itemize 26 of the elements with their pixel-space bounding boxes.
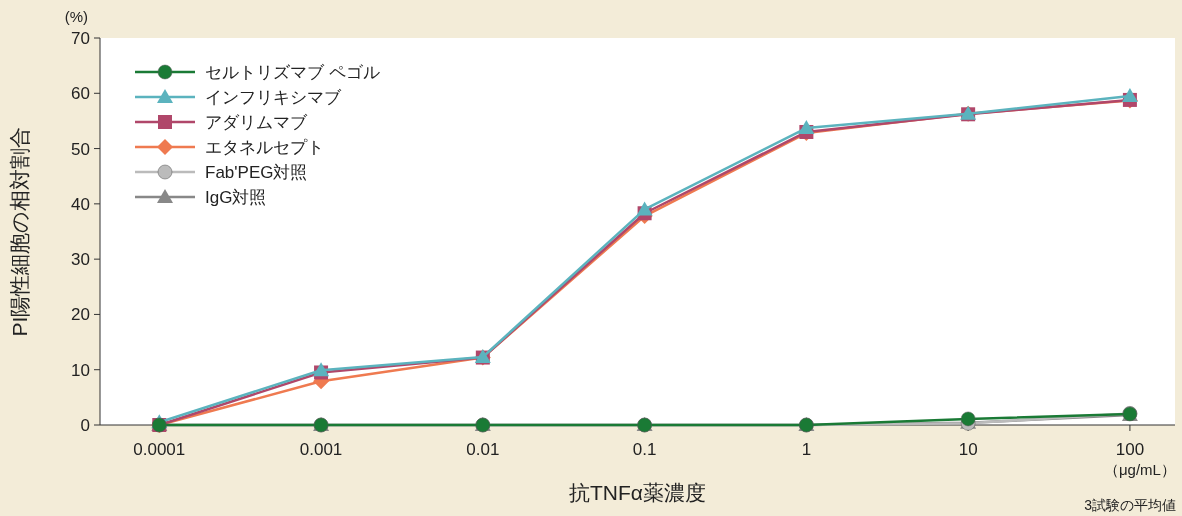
legend-label: アダリムマブ (205, 113, 308, 132)
legend-label: インフリキシマブ (205, 88, 342, 107)
x-tick-label: 0.1 (632, 440, 657, 459)
y-tick-label: 0 (80, 416, 90, 435)
y-tick-label: 60 (71, 84, 90, 104)
y-axis-title: PI陽性細胞の相対割合 (8, 126, 31, 337)
text: （μg/mL） (1103, 461, 1176, 478)
x-axis-title: 抗TNFα薬濃度 (569, 481, 706, 504)
y-tick-label: 30 (71, 250, 90, 270)
legend-label: セルトリズマブ ペゴル (205, 63, 380, 82)
text: 3試験の平均値 (1084, 497, 1176, 513)
legend-label: Fab'PEG対照 (205, 163, 308, 182)
y-tick-label: 40 (71, 194, 90, 214)
x-tick-label: 0.001 (299, 440, 343, 459)
text: (%) (64, 8, 88, 25)
x-tick-label: 1 (801, 440, 812, 459)
x-tick-label: 10 (958, 440, 978, 459)
x-tick-label: 100 (1115, 440, 1145, 459)
x-tick-label: 0.0001 (133, 440, 186, 459)
y-tick-label: 50 (71, 139, 90, 159)
y-tick-label: 70 (71, 29, 90, 48)
x-tick-label: 0.01 (466, 440, 500, 459)
y-tick-label: 20 (71, 305, 90, 325)
y-tick-label: 10 (71, 360, 90, 380)
legend-label: エタネルセプト (205, 138, 324, 157)
legend-label: IgG対照 (205, 188, 267, 207)
